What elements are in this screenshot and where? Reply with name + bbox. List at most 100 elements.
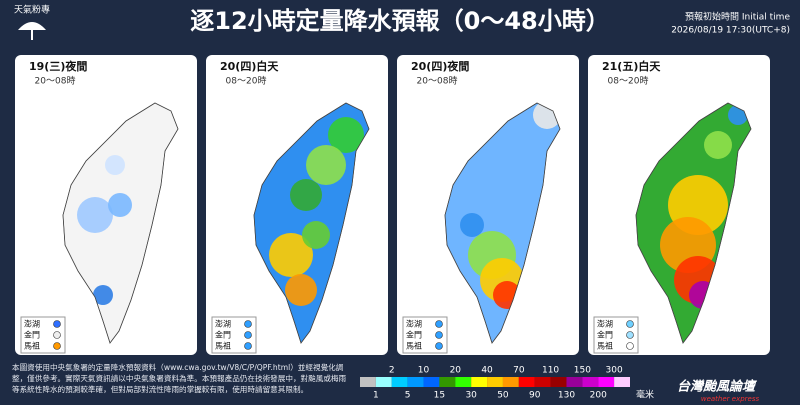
island-label: 澎湖 [406, 319, 422, 329]
rain-area [269, 233, 313, 277]
scale-swatch [502, 377, 519, 387]
scale-swatch [614, 377, 630, 387]
island-label: 馬祖 [406, 341, 422, 351]
island-dot [53, 331, 61, 339]
scale-label: 30 [465, 391, 477, 401]
scale-label: 15 [434, 391, 445, 401]
brand-sub: weather express [701, 395, 760, 403]
rain-area [306, 145, 346, 185]
island-dot [626, 342, 634, 350]
island-label: 澎湖 [24, 319, 40, 329]
scale-label: 90 [529, 391, 541, 401]
rain-area [328, 117, 364, 153]
rain-area [285, 274, 317, 306]
init-time: 2026/08/19 17:30(UTC+8) [671, 26, 790, 36]
logo-text: 天氣粉專 [14, 4, 50, 16]
rain-area [460, 213, 484, 237]
scale-swatch [439, 377, 456, 387]
island-dot [435, 331, 443, 339]
island-label: 澎湖 [215, 319, 231, 329]
island-dot [626, 331, 634, 339]
panel-hours: 08～20時 [608, 76, 649, 87]
island-label: 金門 [215, 330, 231, 340]
scale-swatch [518, 377, 535, 387]
scale-label: 1 [373, 391, 379, 401]
scale-label: 200 [590, 391, 607, 401]
scale-label: 110 [542, 366, 559, 376]
scale-label: 150 [574, 366, 591, 376]
outline [62, 102, 179, 344]
scale-label: 300 [606, 366, 623, 376]
rain [660, 105, 748, 309]
island-label: 金門 [597, 330, 613, 340]
scale-swatch [598, 377, 615, 387]
panel-day: 20(四)夜間 [411, 59, 469, 73]
scale-swatch [487, 377, 503, 387]
scale-unit: 毫米 [636, 389, 654, 401]
scale-swatch [566, 377, 583, 387]
scale-label: 70 [513, 366, 525, 376]
scale-label: 130 [558, 391, 575, 401]
brand: 台灣颱風論壇 [677, 379, 758, 395]
island-dot [244, 320, 252, 328]
island-dot [435, 320, 443, 328]
scale-label: 20 [450, 366, 462, 376]
rain-area [704, 131, 732, 159]
island-dot [435, 342, 443, 350]
scale-swatch [360, 377, 376, 387]
rain [269, 117, 364, 306]
island-dot [244, 342, 252, 350]
panel-day: 19(三)夜間 [29, 59, 87, 73]
rain-area [290, 179, 322, 211]
outline [253, 102, 370, 344]
scale-label: 40 [481, 366, 493, 376]
rain-area [77, 197, 113, 233]
island-label: 金門 [24, 330, 40, 340]
scale-label: 2 [389, 366, 395, 376]
scale-swatch [471, 377, 488, 387]
scale-label: 10 [418, 366, 430, 376]
title: 逐12小時定量降水預報（0～48小時） [190, 7, 610, 35]
logo-icon [18, 22, 46, 40]
scale-label: 50 [497, 391, 509, 401]
rain [77, 155, 132, 305]
scale-swatch [375, 377, 392, 387]
scale-swatch [391, 377, 408, 387]
panel-hours: 20～08時 [35, 76, 76, 87]
island-label: 馬祖 [24, 341, 40, 351]
scale-swatch [407, 377, 424, 387]
island-label: 馬祖 [215, 341, 231, 351]
panel-day: 20(四)白天 [220, 59, 279, 73]
outline [444, 102, 561, 344]
panel-hours: 08～20時 [226, 76, 267, 87]
rain-area [93, 285, 113, 305]
island-label: 金門 [406, 330, 422, 340]
island-label: 澎湖 [597, 319, 613, 329]
init-label: 預報初始時間 Initial time [685, 11, 790, 23]
scale-swatch [550, 377, 567, 387]
island-dot [53, 342, 61, 350]
scale-swatch [423, 377, 440, 387]
panel-hours: 20～08時 [417, 76, 458, 87]
scale-swatch [455, 377, 472, 387]
rain-area [302, 221, 330, 249]
rain-area [108, 193, 132, 217]
panel-day: 21(五)白天 [602, 59, 661, 73]
island-dot [244, 331, 252, 339]
scale-label: 5 [405, 391, 411, 401]
island-label: 馬祖 [597, 341, 613, 351]
island-dot [53, 320, 61, 328]
outline [635, 102, 752, 344]
scale-swatch [534, 377, 551, 387]
island-dot [626, 320, 634, 328]
scale-swatch [582, 377, 599, 387]
rain-area [105, 155, 125, 175]
note: 本圖資使用中央氣象署的定量降水預報資料（www.cwa.gov.tw/V8/C/… [12, 363, 347, 394]
